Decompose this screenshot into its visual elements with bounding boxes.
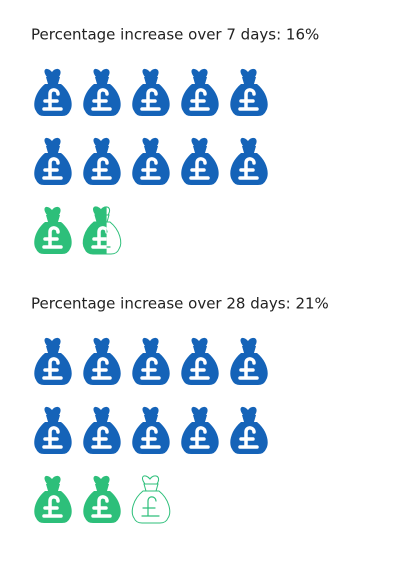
money-bag (181, 68, 219, 116)
money-bag (34, 206, 72, 254)
money-bag (181, 406, 219, 454)
money-bag (83, 68, 121, 116)
money-bag (132, 137, 170, 185)
money-bag (34, 137, 72, 185)
money-bag (82, 206, 122, 255)
money-bag (83, 475, 121, 523)
money-bag (230, 137, 268, 185)
panel-title: Percentage increase over 28 days: 21% (31, 295, 329, 313)
money-bag (181, 337, 219, 385)
panel-title: Percentage increase over 7 days: 16% (31, 26, 319, 44)
money-bag (34, 475, 72, 523)
money-bag (83, 137, 121, 185)
money-bag (34, 68, 72, 116)
money-bag (181, 137, 219, 185)
money-bag (230, 337, 268, 385)
money-bag (132, 406, 170, 454)
money-bag (230, 406, 268, 454)
money-bag (83, 337, 121, 385)
money-bag (34, 406, 72, 454)
money-bag (34, 337, 72, 385)
money-bag (132, 337, 170, 385)
money-bag (131, 475, 171, 524)
money-bag (230, 68, 268, 116)
money-bag (132, 68, 170, 116)
money-bag (83, 406, 121, 454)
